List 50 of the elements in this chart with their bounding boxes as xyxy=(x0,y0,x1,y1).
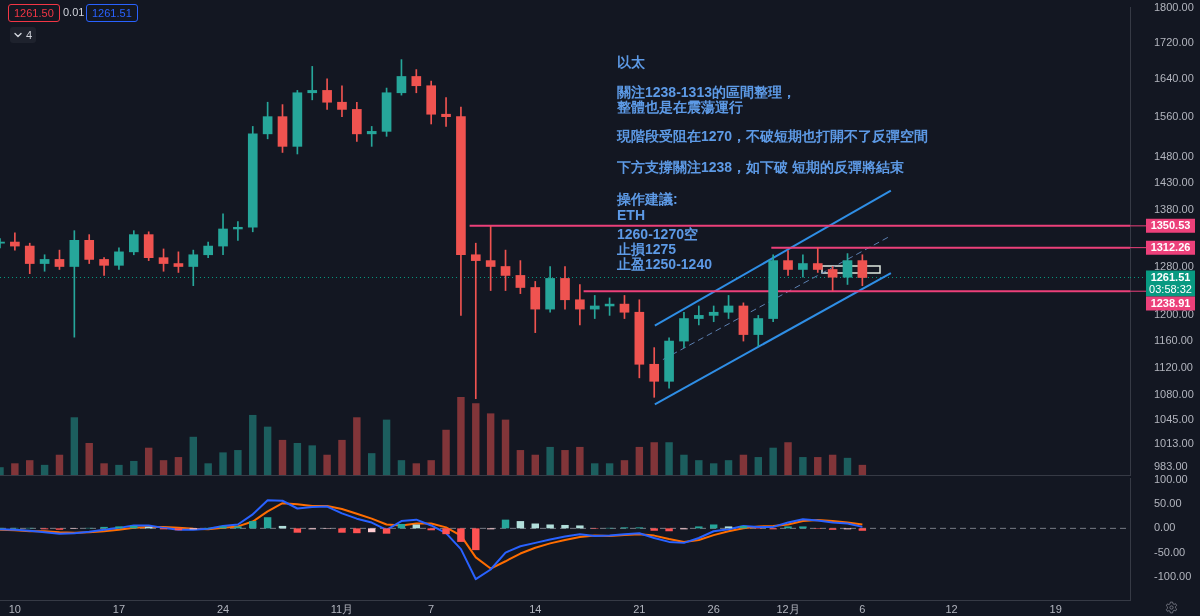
x-tick-label: 12月 xyxy=(776,602,800,615)
x-tick-label: 26 xyxy=(707,602,720,615)
x-tick-label: 10 xyxy=(8,602,21,615)
annotation: 4 xyxy=(26,28,33,42)
x-tick-label: 14 xyxy=(529,602,542,615)
annotation: 關注1238-1313的區間整理， xyxy=(617,84,796,100)
annotation: 止盈1250-1240 xyxy=(617,256,712,272)
y-tick-label: 1160.00 xyxy=(1154,334,1193,347)
y-tick-label: 100.00 xyxy=(1154,472,1188,485)
annotation: 1260-1270空 xyxy=(617,226,698,242)
x-tick-label: 19 xyxy=(1049,602,1062,615)
y-tick-label: 1045.00 xyxy=(1154,413,1194,426)
annotation: 下方支撐關注1238，如下破 短期的反彈將結束 xyxy=(617,159,905,175)
annotation: 整體也是在震蕩運行 xyxy=(617,99,743,115)
annotation: 以太 xyxy=(617,54,645,70)
y-tick-label: 1080.00 xyxy=(1154,388,1194,401)
annotation: 1261.51 xyxy=(86,4,138,22)
data-label: 1350.53 xyxy=(1150,218,1191,231)
x-tick-label: 12 xyxy=(945,602,958,615)
y-tick-label: 1480.00 xyxy=(1154,149,1194,162)
y-tick-label: 1640.00 xyxy=(1154,71,1194,84)
x-tick-label: 17 xyxy=(112,602,126,615)
x-tick-label: 6 xyxy=(859,602,866,615)
y-tick-label: 1120.00 xyxy=(1154,360,1193,373)
y-tick-label: 0.00 xyxy=(1154,521,1176,534)
y-tick-label: -50.00 xyxy=(1154,545,1186,558)
x-tick-label: 24 xyxy=(216,602,230,615)
x-tick-label: 7 xyxy=(428,602,435,615)
annotation: ETH xyxy=(617,207,645,223)
y-tick-label: -100.00 xyxy=(1154,569,1192,582)
x-tick-label: 21 xyxy=(633,602,646,615)
annotation: 0.01 xyxy=(63,5,85,19)
y-tick-label: 1280.00 xyxy=(1154,259,1194,272)
y-tick-label: 1380.00 xyxy=(1154,202,1194,215)
x-tick-label: 11月 xyxy=(330,602,354,615)
y-tick-label: 983.00 xyxy=(1154,459,1188,472)
y-tick-label: 1720.00 xyxy=(1154,35,1194,48)
annotation: 1261.50 xyxy=(8,4,60,22)
data-label: 1238.91 xyxy=(1150,296,1191,309)
annotation: 操作建議: xyxy=(617,191,678,207)
y-tick-label: 1430.00 xyxy=(1154,175,1194,188)
y-tick-label: 1560.00 xyxy=(1154,109,1194,122)
data-label: 1312.26 xyxy=(1150,240,1191,253)
ref-line-label: 1261.51 03:58:32 xyxy=(1149,270,1192,295)
y-tick-label: 50.00 xyxy=(1154,497,1182,510)
annotation: 現階段受阻在1270，不破短期也打開不了反彈空間 xyxy=(617,128,929,144)
y-tick-label: 1800.00 xyxy=(1154,1,1194,14)
y-tick-label: 1013.00 xyxy=(1154,436,1194,449)
annotation: 止損1275 xyxy=(617,241,677,257)
y-tick-label: 1200.00 xyxy=(1154,308,1194,321)
